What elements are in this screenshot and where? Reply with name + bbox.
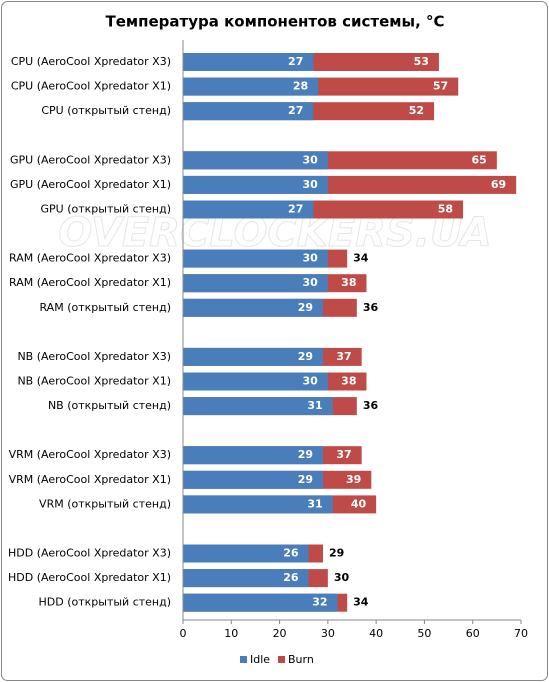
value-label: 34 (353, 252, 369, 265)
bar (183, 298, 324, 317)
value-label: 39 (346, 473, 361, 486)
x-tick-label: 40 (369, 627, 383, 640)
value-label: 52 (409, 104, 424, 117)
y-tick-label: NB (AeroCool Xpredator X3) (17, 350, 171, 363)
value-label: 26 (283, 547, 299, 560)
x-tick-label: 50 (417, 627, 431, 640)
value-label: 38 (341, 276, 356, 289)
x-tick-label: 0 (180, 627, 187, 640)
value-label: 26 (283, 571, 299, 584)
value-label: 38 (341, 375, 356, 388)
y-tick-label: CPU (AeroCool Xpredator X3) (11, 55, 171, 68)
value-label: 57 (433, 80, 448, 93)
y-tick-label: GPU (открытый стенд) (41, 203, 172, 216)
y-tick-label: VRM (AeroCool Xpredator X1) (9, 473, 171, 486)
value-label: 29 (298, 350, 313, 363)
value-label: 30 (303, 252, 319, 265)
y-tick-label: CPU (открытый стенд) (41, 104, 171, 117)
value-label: 31 (307, 497, 322, 510)
y-tick-label: CPU (AeroCool Xpredator X1) (11, 80, 171, 93)
bar (183, 372, 328, 391)
value-label: 36 (363, 399, 379, 412)
value-label: 36 (363, 301, 379, 314)
legend-label: Idle (250, 653, 270, 666)
value-label: 27 (288, 55, 303, 68)
value-label: 53 (414, 55, 429, 68)
bar (183, 569, 309, 588)
y-tick-label: GPU (AeroCool Xpredator X1) (10, 178, 171, 191)
value-label: 37 (336, 448, 351, 461)
y-tick-label: VRM (AeroCool Xpredator X3) (9, 448, 171, 461)
bar (183, 495, 333, 514)
y-tick-label: HDD (AeroCool Xpredator X3) (8, 547, 171, 560)
bar (183, 175, 328, 194)
value-label: 30 (303, 276, 319, 289)
bar (183, 200, 314, 219)
y-tick-label: RAM (открытый стенд) (39, 301, 171, 314)
value-label: 40 (351, 497, 367, 510)
bar (183, 151, 328, 170)
y-tick-label: VRM (открытый стенд) (39, 497, 171, 510)
value-label: 29 (329, 547, 344, 560)
value-label: 58 (438, 203, 453, 216)
value-label: 30 (334, 571, 350, 584)
value-label: 34 (353, 596, 369, 609)
x-tick-label: 20 (273, 627, 287, 640)
y-tick-label: RAM (AeroCool Xpredator X3) (9, 252, 171, 265)
value-label: 28 (293, 80, 308, 93)
bar (183, 446, 324, 465)
value-label: 29 (298, 301, 313, 314)
bar (183, 77, 319, 96)
x-tick-label: 10 (224, 627, 238, 640)
value-label: 69 (491, 178, 506, 191)
legend-swatch (240, 656, 247, 663)
y-tick-label: HDD (AeroCool Xpredator X1) (8, 571, 171, 584)
chart-title: Температура компонентов системы, °C (105, 13, 444, 31)
value-label: 29 (298, 448, 313, 461)
value-label: 32 (312, 596, 327, 609)
bar (183, 544, 309, 563)
value-label: 30 (303, 178, 319, 191)
value-label: 37 (336, 350, 351, 363)
value-label: 65 (472, 153, 487, 166)
bar (183, 593, 338, 612)
y-tick-label: NB (AeroCool Xpredator X1) (17, 375, 171, 388)
bar (183, 347, 324, 366)
y-tick-label: HDD (открытый стенд) (39, 596, 172, 609)
value-label: 30 (303, 375, 319, 388)
bar (183, 53, 314, 71)
bar (183, 274, 328, 293)
legend-label: Burn (288, 653, 314, 666)
y-tick-label: RAM (AeroCool Xpredator X1) (9, 276, 171, 289)
x-tick-label: 60 (466, 627, 480, 640)
value-label: 27 (288, 203, 303, 216)
value-label: 31 (307, 399, 322, 412)
bar (183, 470, 324, 489)
bar (183, 102, 314, 121)
bar (183, 397, 333, 416)
legend-swatch (278, 656, 285, 663)
bar (183, 249, 328, 268)
x-tick-label: 30 (321, 627, 335, 640)
y-tick-label: NB (открытый стенд) (48, 399, 171, 412)
y-tick-label: GPU (AeroCool Xpredator X3) (10, 153, 171, 166)
value-label: 29 (298, 473, 313, 486)
value-label: 27 (288, 104, 303, 117)
value-label: 30 (303, 153, 319, 166)
x-tick-label: 70 (514, 627, 528, 640)
